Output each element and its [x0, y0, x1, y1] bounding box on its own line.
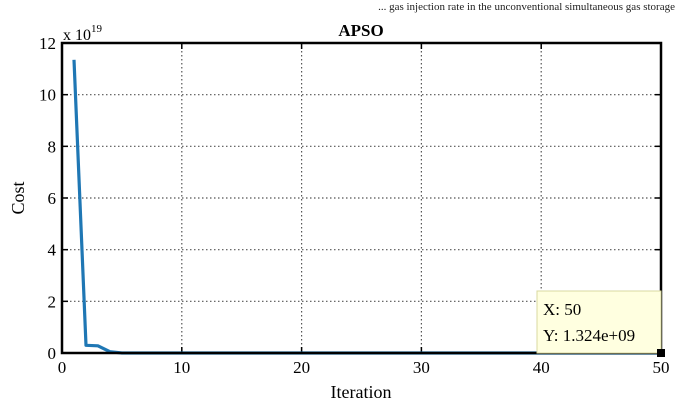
tick-labels: 0 10 20 30 40 50 0 2 4 6 8 10 12: [39, 34, 670, 377]
datatip-marker: [657, 349, 665, 357]
x-tick-label: 50: [653, 358, 670, 377]
y-tick-label: 2: [48, 292, 57, 311]
y-tick-label: 8: [48, 137, 57, 156]
x-tick-label: 40: [533, 358, 550, 377]
x-tick-label: 0: [58, 358, 67, 377]
x-tick-label: 10: [173, 358, 190, 377]
y-tick-label: 0: [48, 344, 57, 363]
y-multiplier-exponent: 19: [91, 23, 103, 35]
x-tick-label: 30: [413, 358, 430, 377]
chart-title: APSO: [338, 21, 383, 40]
datatip-box: [536, 290, 662, 354]
header-partial-text: ... gas injection rate in the unconventi…: [378, 1, 675, 13]
datatip-x-label: X: 50: [543, 300, 581, 319]
x-tick-label: 20: [293, 358, 310, 377]
y-axis-label: Cost: [8, 181, 28, 214]
y-tick-label: 12: [39, 34, 56, 53]
y-tick-label: 10: [39, 86, 56, 105]
x-axis-label: Iteration: [331, 382, 392, 402]
y-multiplier-label: x 10: [63, 27, 91, 44]
y-tick-label: 6: [48, 189, 57, 208]
plot-frame: [60, 41, 663, 355]
datatip[interactable]: X: 50 Y: 1.324e+09: [536, 290, 665, 357]
y-tick-label: 4: [48, 241, 57, 260]
datatip-y-label: Y: 1.324e+09: [543, 326, 635, 345]
y-multiplier: x 1019: [63, 23, 103, 44]
